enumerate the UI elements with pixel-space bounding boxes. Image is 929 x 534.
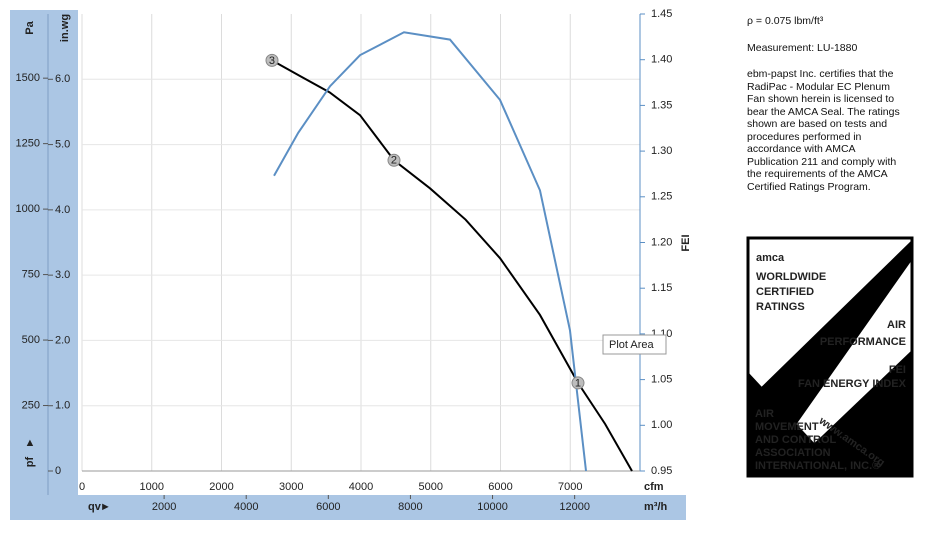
cfm-label: cfm: [644, 481, 664, 493]
arrow: ►: [100, 501, 111, 513]
logo-text: CERTIFIED: [756, 286, 814, 298]
y2-tick-label: 1.15: [651, 282, 672, 294]
x2-tick-label: 12000: [559, 501, 590, 513]
y-tick-label: 1.0: [55, 400, 70, 412]
x-tick-label: 5000: [419, 481, 443, 493]
logo-text: RATINGS: [756, 301, 805, 313]
pa-tick-label: 1500: [16, 72, 40, 84]
density: ρ = 0.075 lbm/ft³: [747, 15, 824, 27]
x-tick-label: 0: [79, 481, 85, 493]
bottom-axis-band: [10, 495, 686, 520]
operating-point: [571, 376, 585, 390]
x2-tick-label: 2000: [152, 501, 176, 513]
pa-tick-label: 250: [22, 399, 40, 411]
pa-tick-label: 500: [22, 334, 40, 346]
certification: ebm-papst Inc. certifies that the RadiPa…: [747, 68, 900, 193]
logo-text: FAN ENERGY INDEX: [798, 378, 907, 390]
y2-tick-label: 1.05: [651, 374, 672, 386]
x-tick-label: 7000: [558, 481, 582, 493]
y-tick-label: 0: [55, 465, 61, 477]
x2-tick-label: 8000: [398, 501, 422, 513]
y-tick-label: 6.0: [55, 73, 70, 85]
tooltip-box: [602, 334, 667, 355]
logo: amca WORLDWIDE CERTIFIED RATINGS AIR PER…: [746, 236, 914, 478]
pa-tick-label: 750: [22, 268, 40, 280]
inwg-axis-label: in.wg: [59, 14, 71, 42]
qv-label: qv: [88, 501, 102, 513]
logo-text: PERFORMANCE: [820, 336, 906, 348]
logo-text: amca: [756, 252, 785, 264]
measurement: Measurement: LU-1880: [747, 42, 858, 54]
pa-tick-label: 1000: [16, 203, 40, 215]
y2-tick-label: 1.30: [651, 145, 672, 157]
y-tick-label: 2.0: [55, 334, 70, 346]
y2-tick-label: 1.20: [651, 236, 672, 248]
operating-point: [265, 53, 279, 67]
tooltip: Plot Area: [609, 339, 655, 351]
left-axis-band: [10, 10, 78, 520]
x-tick-label: 6000: [488, 481, 512, 493]
y2-tick-label: 1.25: [651, 191, 672, 203]
curve: [271, 59, 633, 472]
logo-text: MOVEMENT: [755, 421, 819, 433]
y2-tick-label: 1.45: [651, 8, 672, 20]
point-label: 3: [269, 55, 275, 67]
pf-label: pf: [24, 456, 36, 467]
logo-text: INTERNATIONAL, INC.®: [755, 460, 880, 472]
y2-tick-label: 1.00: [651, 419, 672, 431]
m3h-label: m³/h: [644, 501, 668, 513]
y2-tick-label: 1.40: [651, 54, 672, 66]
y-tick-label: 4.0: [55, 204, 70, 216]
x-tick-label: 3000: [279, 481, 303, 493]
logo-text: AIR: [887, 319, 906, 331]
x2-tick-label: 6000: [316, 501, 340, 513]
x2-tick-label: 4000: [234, 501, 258, 513]
fei-axis-label: FEI: [680, 234, 692, 251]
curve: [273, 31, 588, 472]
operating-point: [387, 153, 401, 167]
x-tick-label: 2000: [209, 481, 233, 493]
logo-triangle: [780, 350, 912, 476]
logo-text: WORLDWIDE: [756, 271, 826, 283]
y-tick-label: 3.0: [55, 269, 70, 281]
logo-text: AIR: [755, 408, 774, 420]
x-tick-label: 1000: [140, 481, 164, 493]
y2-tick-label: 0.95: [651, 465, 672, 477]
pa-tick-label: 1250: [16, 138, 40, 150]
arrow: ▲: [25, 437, 36, 449]
point-label: 1: [575, 377, 581, 389]
x-tick-label: 4000: [349, 481, 373, 493]
logo-text: ASSOCIATION: [755, 447, 831, 459]
x2-tick-label: 10000: [477, 501, 508, 513]
pa-axis-label: Pa: [24, 20, 36, 34]
logo-text: FEI: [889, 364, 906, 376]
y2-tick-label: 1.35: [651, 99, 672, 111]
y-tick-label: 5.0: [55, 138, 70, 150]
logo-text: AND CONTROL: [755, 434, 837, 446]
point-label: 2: [391, 155, 397, 167]
